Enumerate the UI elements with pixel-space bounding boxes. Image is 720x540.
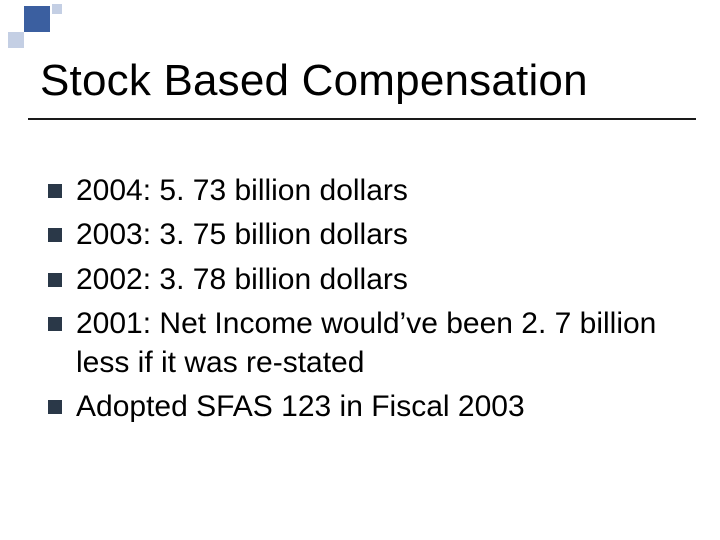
list-item-text: 2002: 3. 78 billion dollars xyxy=(76,261,676,299)
slide-title: Stock Based Compensation xyxy=(40,56,690,106)
list-item-text: 2001: Net Income would’ve been 2. 7 bill… xyxy=(76,305,676,382)
deco-square-large xyxy=(24,6,50,32)
list-item: 2004: 5. 73 billion dollars xyxy=(48,172,676,210)
corner-decoration xyxy=(4,4,94,60)
list-item-text: 2004: 5. 73 billion dollars xyxy=(76,172,676,210)
slide: Stock Based Compensation 2004: 5. 73 bil… xyxy=(0,0,720,540)
deco-square-small-1 xyxy=(52,4,62,14)
title-underline xyxy=(28,118,696,120)
list-item: 2001: Net Income would’ve been 2. 7 bill… xyxy=(48,305,676,382)
bullet-icon xyxy=(48,184,62,198)
bullet-icon xyxy=(48,400,62,414)
bullet-icon xyxy=(48,273,62,287)
list-item-text: Adopted SFAS 123 in Fiscal 2003 xyxy=(76,388,676,426)
deco-square-small-2 xyxy=(8,32,24,48)
slide-body: 2004: 5. 73 billion dollars 2003: 3. 75 … xyxy=(48,172,676,432)
list-item: Adopted SFAS 123 in Fiscal 2003 xyxy=(48,388,676,426)
bullet-icon xyxy=(48,317,62,331)
list-item-text: 2003: 3. 75 billion dollars xyxy=(76,216,676,254)
bullet-icon xyxy=(48,228,62,242)
list-item: 2003: 3. 75 billion dollars xyxy=(48,216,676,254)
list-item: 2002: 3. 78 billion dollars xyxy=(48,261,676,299)
